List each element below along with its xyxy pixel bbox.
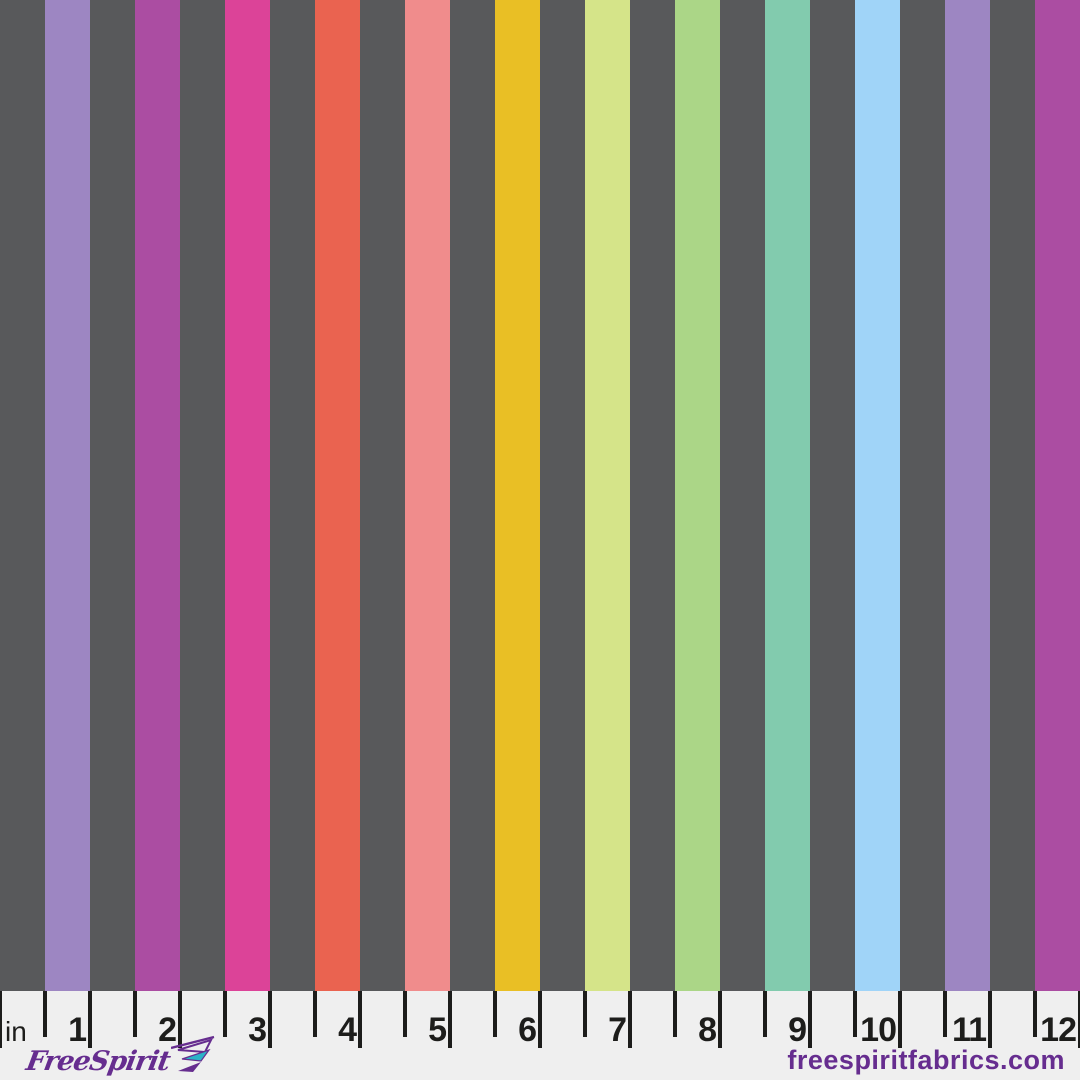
- inch-number: 11: [952, 1011, 987, 1049]
- ruler-unit-label: in: [5, 1016, 27, 1047]
- inch-tick: [808, 991, 812, 1048]
- stripe-lavender-2: [945, 0, 990, 991]
- inch-number: 1: [68, 1011, 87, 1049]
- stripe-coral: [315, 0, 360, 991]
- website-url: freespiritfabrics.com: [787, 1045, 1065, 1075]
- half-inch-tick: [403, 991, 407, 1037]
- half-inch-tick: [493, 991, 497, 1037]
- inch-tick: [988, 991, 992, 1048]
- stripe-pattern: [45, 0, 1080, 991]
- inch-number: 5: [428, 1011, 447, 1049]
- half-inch-tick: [853, 991, 857, 1037]
- half-inch-tick: [583, 991, 587, 1037]
- inch-number: 10: [860, 1011, 897, 1049]
- stripe-light-green: [675, 0, 720, 991]
- inch-number: 8: [698, 1011, 717, 1049]
- inch-tick: [358, 991, 362, 1048]
- half-inch-tick: [943, 991, 947, 1037]
- inch-tick: [718, 991, 722, 1048]
- paper-airplane-icon: [170, 1033, 215, 1078]
- stripe-orchid-2: [1035, 0, 1080, 991]
- freespirit-logo-text: FreeSpirit: [23, 1046, 173, 1077]
- half-inch-tick: [673, 991, 677, 1037]
- inch-number: 2: [158, 1011, 177, 1049]
- half-inch-tick: [223, 991, 227, 1037]
- inch-number: 9: [788, 1011, 807, 1049]
- inch-tick: [178, 991, 182, 1048]
- inch-number: 4: [338, 1011, 357, 1049]
- inch-number: 12: [1040, 1011, 1077, 1049]
- inch-tick: [268, 991, 272, 1048]
- freespirit-logo: FreeSpirit: [23, 1035, 215, 1080]
- inch-number: 3: [248, 1011, 267, 1049]
- stripe-lavender: [45, 0, 90, 991]
- inch-tick: [898, 991, 902, 1048]
- half-inch-tick: [313, 991, 317, 1037]
- half-inch-tick: [43, 991, 47, 1037]
- ruler: in 1 2 3 4 5 6 7 8 9 10 11 12 FreeSpirit freespirit…: [0, 991, 1080, 1080]
- inch-tick: [88, 991, 92, 1048]
- stripe-pale-lime: [585, 0, 630, 991]
- inch-number: 6: [518, 1011, 537, 1049]
- half-inch-tick: [133, 991, 137, 1037]
- stripe-salmon: [405, 0, 450, 991]
- stripe-sky-blue: [855, 0, 900, 991]
- stripe-gold: [495, 0, 540, 991]
- inch-tick: [448, 991, 452, 1048]
- stripe-orchid: [135, 0, 180, 991]
- inch-tick: [538, 991, 542, 1048]
- stripe-hot-pink: [225, 0, 270, 991]
- inch-tick: [0, 991, 2, 1048]
- stripe-seafoam: [765, 0, 810, 991]
- inch-tick: [628, 991, 632, 1048]
- half-inch-tick: [1033, 991, 1037, 1037]
- half-inch-tick: [763, 991, 767, 1037]
- inch-number: 7: [608, 1011, 627, 1049]
- inch-tick: [1078, 991, 1080, 1048]
